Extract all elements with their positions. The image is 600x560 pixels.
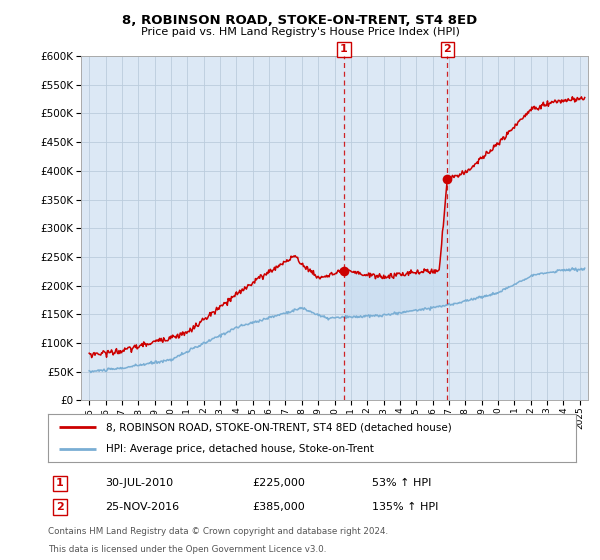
Text: Price paid vs. HM Land Registry's House Price Index (HPI): Price paid vs. HM Land Registry's House …	[140, 27, 460, 37]
Text: 53% ↑ HPI: 53% ↑ HPI	[372, 478, 431, 488]
Text: 8, ROBINSON ROAD, STOKE-ON-TRENT, ST4 8ED (detached house): 8, ROBINSON ROAD, STOKE-ON-TRENT, ST4 8E…	[106, 422, 452, 432]
Text: 2: 2	[56, 502, 64, 512]
Text: 8, ROBINSON ROAD, STOKE-ON-TRENT, ST4 8ED: 8, ROBINSON ROAD, STOKE-ON-TRENT, ST4 8E…	[122, 14, 478, 27]
Text: £385,000: £385,000	[252, 502, 305, 512]
Text: HPI: Average price, detached house, Stoke-on-Trent: HPI: Average price, detached house, Stok…	[106, 444, 374, 454]
Text: 2: 2	[443, 44, 451, 54]
Text: 30-JUL-2010: 30-JUL-2010	[105, 478, 173, 488]
Text: 135% ↑ HPI: 135% ↑ HPI	[372, 502, 439, 512]
Text: 25-NOV-2016: 25-NOV-2016	[105, 502, 179, 512]
Text: 1: 1	[56, 478, 64, 488]
Text: £225,000: £225,000	[252, 478, 305, 488]
Text: Contains HM Land Registry data © Crown copyright and database right 2024.: Contains HM Land Registry data © Crown c…	[48, 528, 388, 536]
Text: 1: 1	[340, 44, 348, 54]
Text: This data is licensed under the Open Government Licence v3.0.: This data is licensed under the Open Gov…	[48, 545, 326, 554]
